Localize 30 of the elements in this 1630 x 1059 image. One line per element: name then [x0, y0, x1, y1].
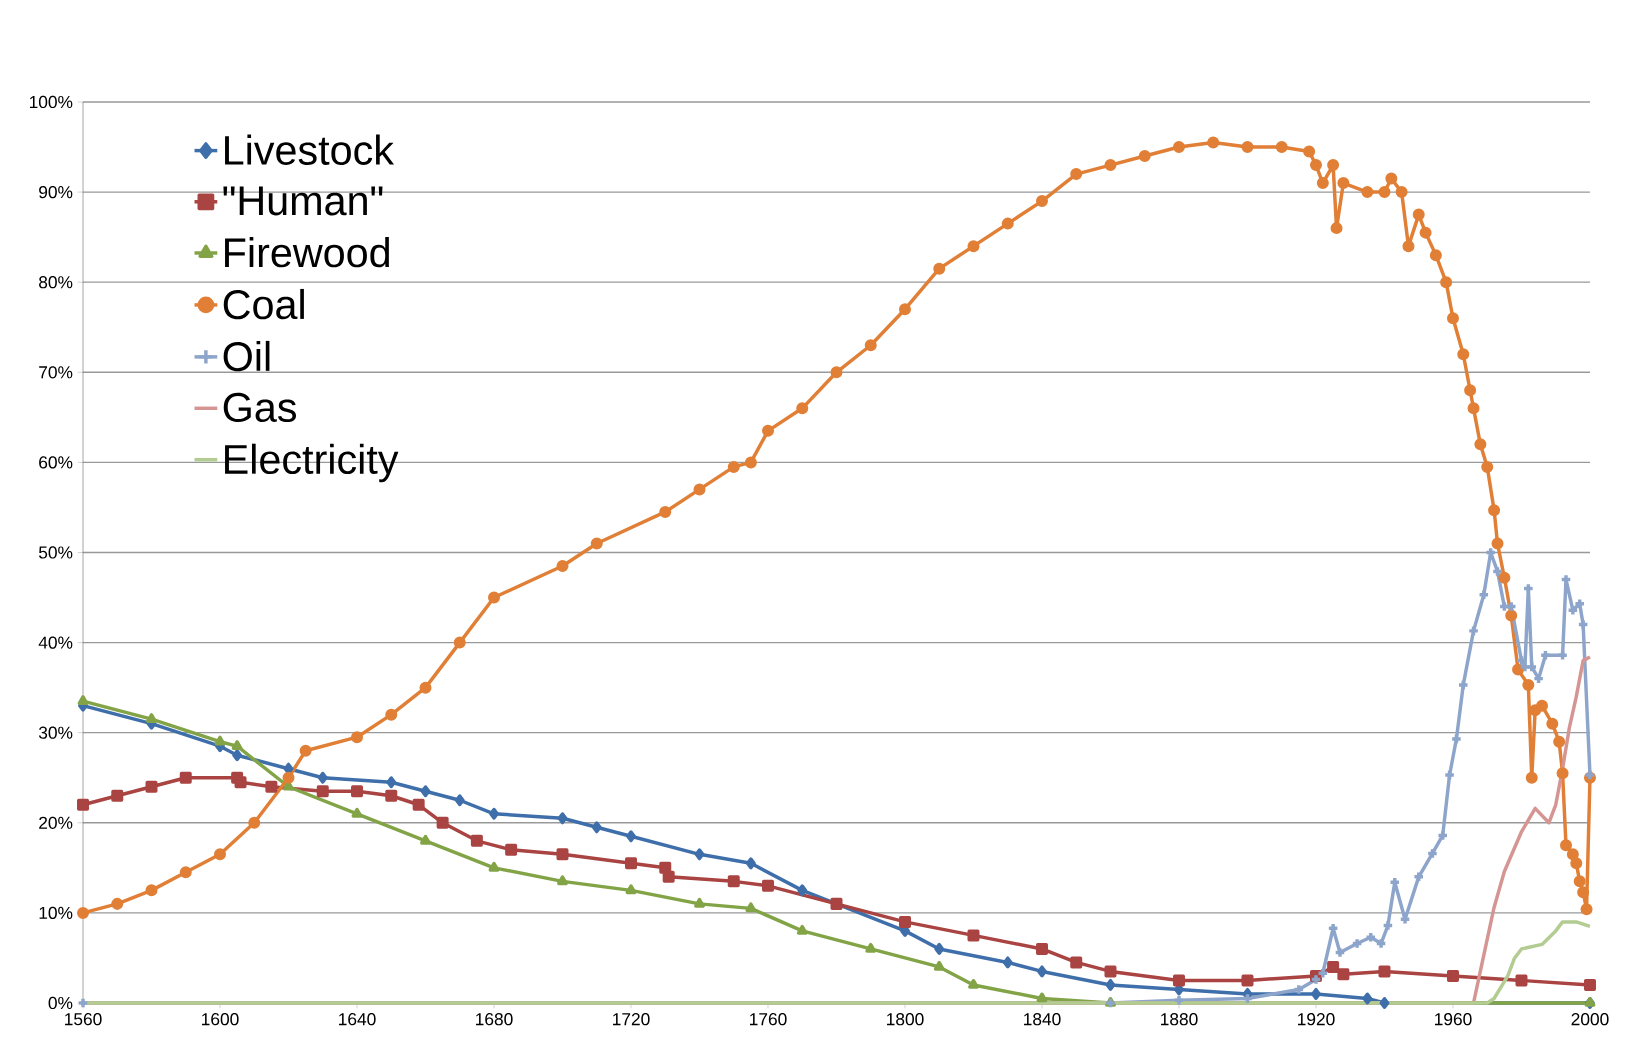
legend-label: Livestock: [225, 134, 394, 165]
x-tick-label: 1920: [1298, 1013, 1335, 1026]
legend-label: Coal: [223, 288, 304, 320]
x-tick-label: 1560: [65, 1013, 102, 1026]
x-tick-label: 1640: [339, 1013, 376, 1026]
y-tick-label: 60%: [39, 456, 73, 469]
x-tick-label: 1960: [1435, 1013, 1472, 1026]
legend-label: Oil: [223, 340, 270, 372]
legend-label: Gas: [223, 392, 296, 423]
y-tick-label: 70%: [39, 366, 73, 379]
legend-label: "Human": [223, 186, 383, 216]
y-tick-label: 10%: [39, 906, 73, 920]
x-tick-label: 2000: [1571, 1013, 1609, 1026]
legend-label: Firewood: [225, 236, 389, 268]
x-tick-label: 1720: [613, 1013, 650, 1026]
x-tick-label: 1840: [1024, 1013, 1061, 1026]
y-tick-label: 40%: [38, 636, 73, 649]
y-tick-label: 20%: [39, 816, 73, 829]
legend-label: Electricity: [225, 443, 399, 483]
y-tick-label: 80%: [39, 276, 73, 289]
y-tick-label: 30%: [38, 726, 73, 739]
x-tick-label: 1880: [1161, 1013, 1198, 1026]
x-tick-label: 1760: [750, 1013, 787, 1026]
y-tick-label: 0%: [48, 996, 73, 1010]
x-tick-label: 1600: [202, 1013, 239, 1026]
x-tick-label: 1680: [476, 1013, 513, 1026]
y-tick-label: 50%: [38, 546, 73, 559]
x-tick-label: 1800: [887, 1013, 924, 1026]
y-tick-label: 90%: [39, 185, 73, 199]
y-tick-label: 100%: [29, 95, 73, 109]
